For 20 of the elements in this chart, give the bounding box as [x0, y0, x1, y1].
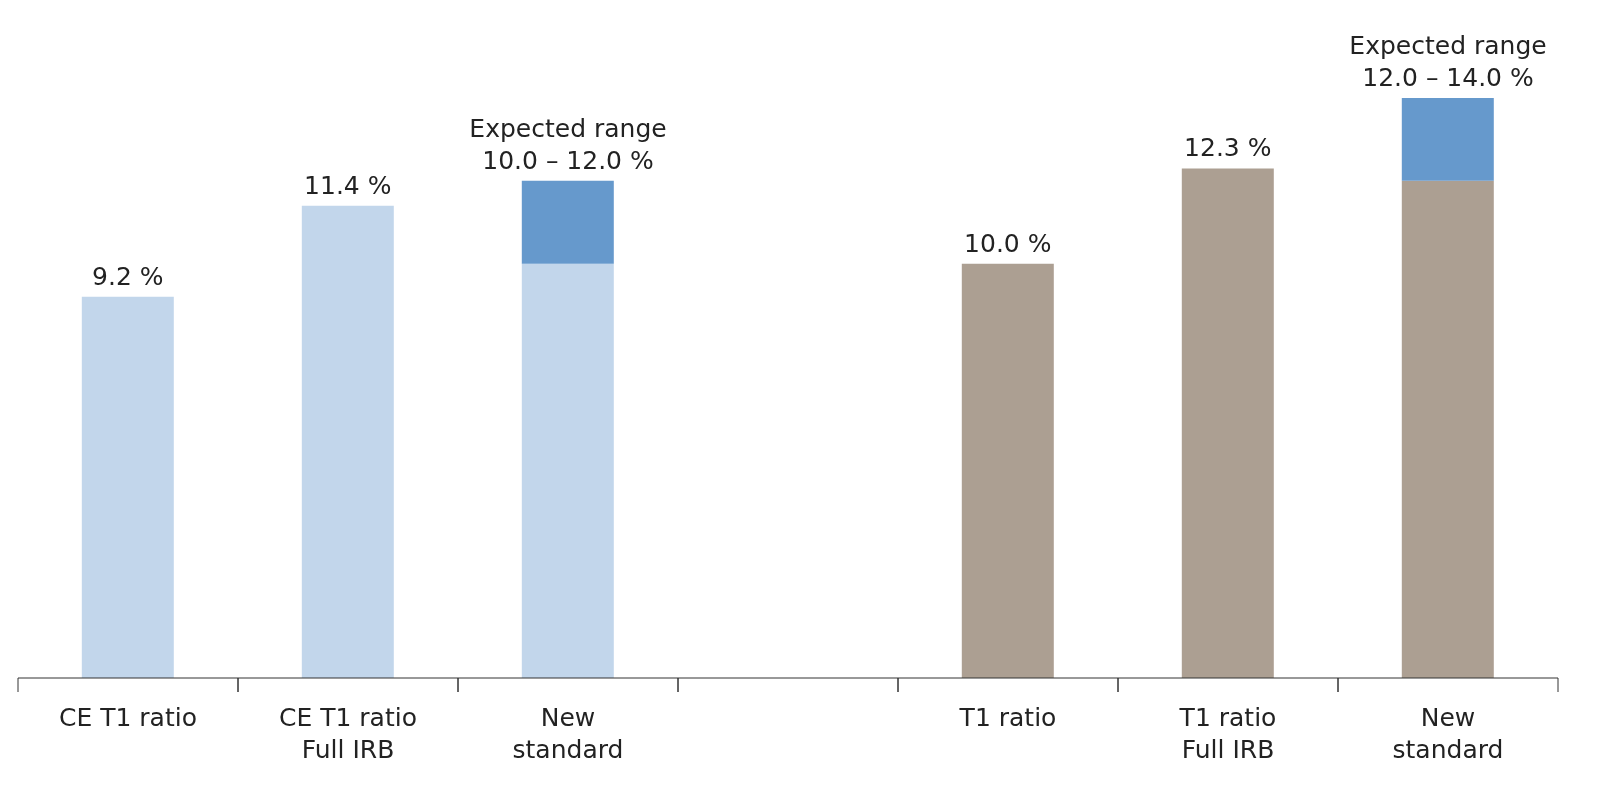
bar — [1401, 180, 1494, 678]
bar — [301, 205, 394, 678]
x-tick-label: CE T1 ratio Full IRB — [279, 703, 417, 764]
bar — [1401, 98, 1494, 181]
text: Expected range 12.0 – 14.0 % — [1349, 31, 1547, 92]
data-label: 12.3 % — [1184, 133, 1272, 163]
bar — [81, 296, 174, 678]
data-label: 9.2 % — [92, 261, 164, 291]
bar — [961, 263, 1054, 678]
x-tick-label: CE T1 ratio — [59, 703, 197, 732]
x-tick-label: T1 ratio — [958, 703, 1057, 732]
bar — [521, 180, 614, 264]
bar — [1181, 168, 1274, 678]
x-tick-label: T1 ratio Full IRB — [1178, 703, 1277, 764]
x-tick-label: New standard — [512, 703, 624, 764]
x-tick-label: New standard — [1392, 703, 1504, 764]
bar — [521, 263, 614, 678]
data-label: 11.4 % — [304, 170, 392, 200]
annotation: Expected range 10.0 – 12.0 % — [469, 113, 667, 175]
data-label: 10.0 % — [964, 228, 1052, 258]
